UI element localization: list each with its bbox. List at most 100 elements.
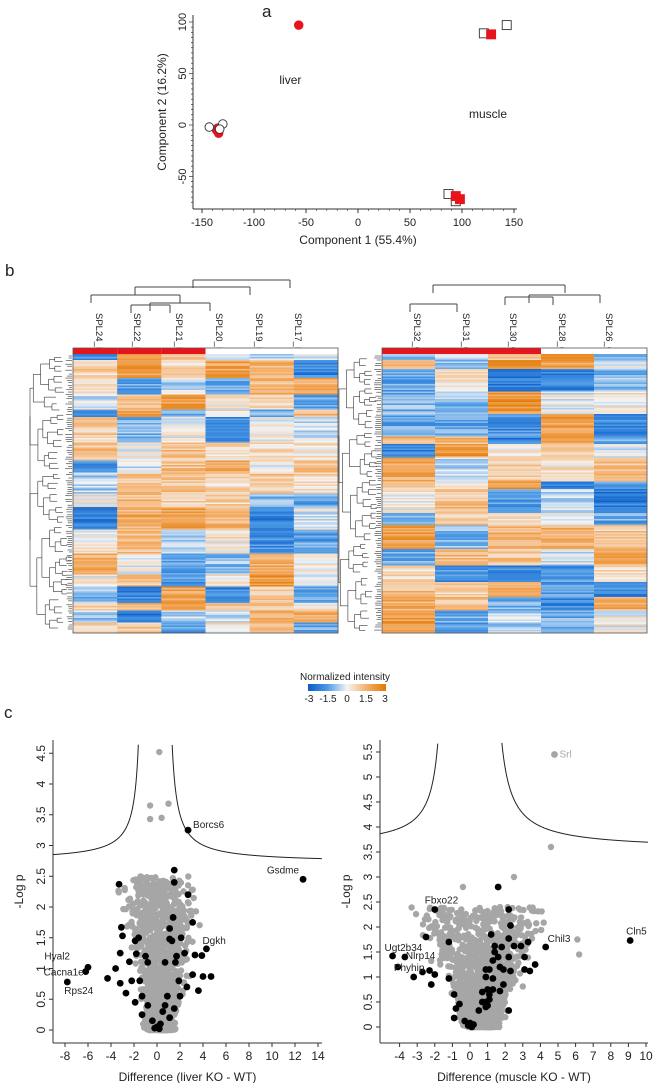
heatmap-cell	[161, 438, 206, 440]
heatmap-cell	[293, 514, 339, 517]
heatmap-cell	[488, 396, 542, 398]
heatmap-cell	[73, 369, 118, 371]
heatmap-cell	[293, 517, 339, 520]
y-tick-label: 2.5	[34, 868, 48, 885]
heatmap-cell	[73, 454, 118, 457]
heatmap-cell	[205, 568, 251, 571]
heatmap-cell	[249, 547, 295, 550]
heatmap-cell	[293, 489, 339, 491]
heatmap-cell	[73, 430, 118, 433]
heatmap-cell	[541, 564, 595, 566]
heatmap-cell	[249, 481, 295, 484]
heatmap-cell	[249, 438, 295, 440]
heatmap-cell	[205, 355, 251, 358]
heatmap-cell	[161, 571, 206, 574]
heatmap-cell	[161, 507, 206, 509]
highlight-point	[117, 923, 125, 931]
heatmap-cell	[249, 568, 295, 571]
heatmap-cell	[249, 621, 295, 623]
heatmap-cell	[161, 426, 206, 428]
x-tick-label: 3	[519, 1049, 526, 1063]
heatmap-cell	[293, 484, 339, 487]
heatmap-cell	[117, 441, 162, 443]
heatmap-cell	[249, 447, 295, 449]
heatmap-cell	[488, 555, 542, 557]
heatmap-cell	[117, 391, 162, 394]
heatmap-cell	[249, 574, 295, 577]
heatmap-cell	[541, 444, 595, 446]
heatmap-cell	[249, 514, 295, 517]
heatmap-cell	[435, 414, 489, 416]
highlight-point	[176, 992, 184, 1000]
heatmap-cell	[249, 561, 295, 563]
heatmap-cell	[205, 480, 251, 482]
cluster-label: muscle	[469, 107, 507, 121]
highlight-point	[159, 1008, 167, 1015]
heatmap-cell	[73, 627, 118, 629]
heatmap-cell	[382, 465, 436, 467]
heatmap-cell	[594, 441, 648, 443]
heatmap-cell	[161, 478, 206, 481]
heatmap-cell	[249, 618, 295, 620]
heatmap-cell	[205, 574, 251, 577]
heatmap-cell	[73, 619, 118, 622]
highlight-point	[170, 1005, 178, 1012]
heatmap-cell	[488, 483, 542, 485]
heatmap-cell	[73, 390, 118, 392]
heatmap-cell	[594, 541, 648, 544]
heatmap-cell	[73, 517, 118, 520]
heatmap-cell	[117, 577, 162, 580]
heatmap-cell	[488, 427, 542, 430]
heatmap-cell	[249, 453, 295, 455]
heatmap-cell	[488, 571, 542, 574]
heatmap-cell	[117, 552, 162, 554]
heatmap-cell	[161, 465, 206, 467]
heatmap-cell	[161, 397, 206, 400]
heatmap-cell	[293, 559, 339, 562]
heatmap-cell	[594, 360, 648, 362]
heatmap-cell	[488, 607, 542, 610]
heatmap-cell	[117, 462, 162, 464]
heatmap-cell	[293, 469, 339, 472]
heatmap-cell	[117, 498, 162, 500]
heatmap-cell	[488, 385, 542, 388]
heatmap-cell	[205, 577, 251, 580]
heatmap-cell	[382, 361, 436, 364]
heatmap-cell	[382, 444, 436, 446]
heatmap-cell	[488, 379, 542, 382]
heatmap-cell	[249, 588, 295, 590]
heatmap-cell	[488, 511, 542, 514]
heatmap-cell	[249, 607, 295, 610]
heatmap-cell	[249, 442, 295, 445]
heatmap-cell	[117, 543, 162, 545]
data-point	[155, 933, 163, 940]
data-point	[132, 960, 139, 967]
point-label: Hyal2	[44, 951, 70, 962]
heatmap-cell	[594, 513, 648, 515]
heatmap-cell	[73, 421, 118, 424]
heatmap-cell	[382, 454, 436, 457]
heatmap-cell	[249, 397, 295, 400]
heatmap-cell	[205, 484, 251, 487]
heatmap-cell	[594, 538, 648, 541]
heatmap-cell	[594, 553, 648, 556]
heatmap-cell	[161, 360, 206, 362]
heatmap-cell	[594, 430, 648, 433]
heatmap-cell	[435, 432, 489, 434]
heatmap-cell	[594, 522, 648, 524]
heatmap-cell	[541, 535, 595, 538]
heatmap-cell	[541, 370, 595, 373]
heatmap-cell	[488, 459, 542, 461]
heatmap-cell	[541, 493, 595, 496]
heatmap-cell	[382, 406, 436, 409]
heatmap-cell	[161, 453, 206, 455]
heatmap-cell	[541, 403, 595, 406]
heatmap-cell	[488, 376, 542, 379]
heatmap-cell	[488, 480, 542, 482]
heatmap-cell	[73, 507, 118, 509]
heatmap-cell	[205, 466, 251, 469]
heatmap-cell	[117, 375, 162, 377]
heatmap-cell	[293, 528, 339, 530]
heatmap-cell	[293, 396, 339, 398]
heatmap-cell	[205, 498, 251, 500]
